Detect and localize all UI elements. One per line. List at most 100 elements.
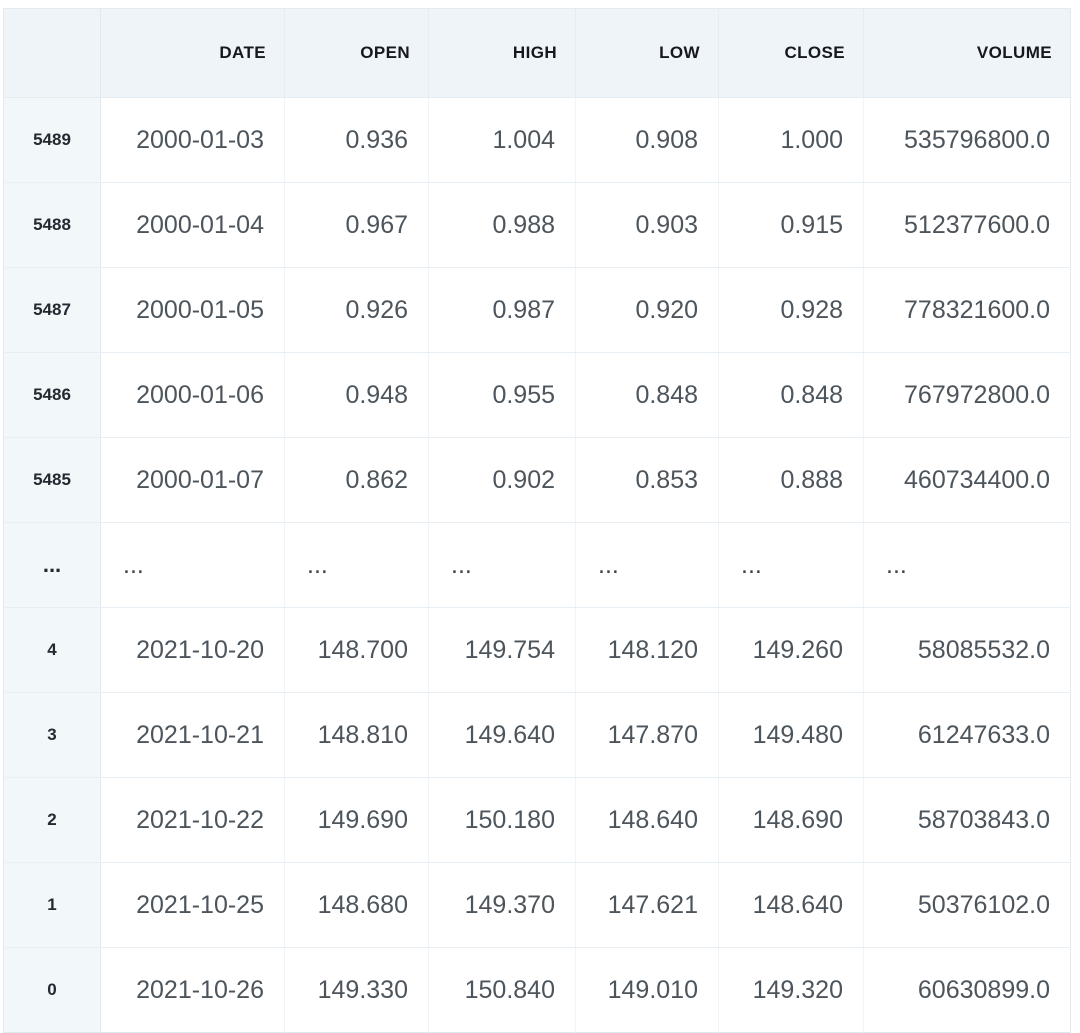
cell-close: 148.640 xyxy=(718,862,864,948)
cell-open: 148.680 xyxy=(284,862,429,948)
row-index-cell: 0 xyxy=(3,947,101,1033)
cell-low: 0.848 xyxy=(575,352,719,438)
cell-close: 148.690 xyxy=(718,777,864,863)
row-index-cell: 5487 xyxy=(3,267,101,353)
column-header-date[interactable]: DATE xyxy=(100,8,285,98)
table-body: 5489 2000-01-03 0.936 1.004 0.908 1.000 535796… xyxy=(3,97,1071,1033)
cell-low: 147.621 xyxy=(575,862,719,948)
cell-low: 0.920 xyxy=(575,267,719,353)
cell-low: 0.908 xyxy=(575,97,719,183)
cell-close: 0.928 xyxy=(718,267,864,353)
cell-volume: 58085532.0 xyxy=(863,607,1071,693)
cell-volume: ... xyxy=(863,522,1071,608)
cell-low: 149.010 xyxy=(575,947,719,1033)
cell-volume: 512377600.0 xyxy=(863,182,1071,268)
cell-low: 0.903 xyxy=(575,182,719,268)
cell-open: 0.948 xyxy=(284,352,429,438)
table-row: 5488 2000-01-04 0.967 0.988 0.903 0.915 512377… xyxy=(3,182,1071,268)
cell-date: 2021-10-25 xyxy=(100,862,285,948)
cell-close: 0.915 xyxy=(718,182,864,268)
cell-date: 2000-01-05 xyxy=(100,267,285,353)
ohlcv-dataframe-table: DATE OPEN HIGH LOW CLOSE VOLUME 5489 2000… xyxy=(3,8,1071,1033)
cell-volume: 460734400.0 xyxy=(863,437,1071,523)
table-row: 0 2021-10-26 149.330 150.840 149.010 149.320 6… xyxy=(3,947,1071,1033)
table-corner-cell xyxy=(3,8,101,98)
cell-close: 0.888 xyxy=(718,437,864,523)
cell-low: 148.640 xyxy=(575,777,719,863)
row-index-cell: 3 xyxy=(3,692,101,778)
cell-close: 0.848 xyxy=(718,352,864,438)
table-header: DATE OPEN HIGH LOW CLOSE VOLUME xyxy=(3,8,1071,98)
cell-high: 1.004 xyxy=(428,97,576,183)
cell-high: 0.987 xyxy=(428,267,576,353)
row-index-cell: 1 xyxy=(3,862,101,948)
cell-volume: 60630899.0 xyxy=(863,947,1071,1033)
column-header-close[interactable]: CLOSE xyxy=(718,8,864,98)
cell-high: 0.955 xyxy=(428,352,576,438)
column-header-volume[interactable]: VOLUME xyxy=(863,8,1071,98)
table-row: 1 2021-10-25 148.680 149.370 147.621 148.640 5… xyxy=(3,862,1071,948)
cell-low: ... xyxy=(575,522,719,608)
cell-date: 2021-10-20 xyxy=(100,607,285,693)
row-index-cell: 5485 xyxy=(3,437,101,523)
column-header-open[interactable]: OPEN xyxy=(284,8,429,98)
row-index-cell: ... xyxy=(3,522,101,608)
cell-close: 149.320 xyxy=(718,947,864,1033)
cell-low: 0.853 xyxy=(575,437,719,523)
row-index-cell: 5486 xyxy=(3,352,101,438)
cell-low: 147.870 xyxy=(575,692,719,778)
cell-volume: 778321600.0 xyxy=(863,267,1071,353)
row-index-cell: 4 xyxy=(3,607,101,693)
cell-date: 2000-01-03 xyxy=(100,97,285,183)
cell-open: 148.810 xyxy=(284,692,429,778)
cell-volume: 61247633.0 xyxy=(863,692,1071,778)
cell-high: 0.902 xyxy=(428,437,576,523)
cell-high: 149.370 xyxy=(428,862,576,948)
cell-close: ... xyxy=(718,522,864,608)
cell-open: 0.967 xyxy=(284,182,429,268)
cell-high: 149.640 xyxy=(428,692,576,778)
cell-open: 149.690 xyxy=(284,777,429,863)
cell-open: 149.330 xyxy=(284,947,429,1033)
cell-close: 149.260 xyxy=(718,607,864,693)
cell-volume: 50376102.0 xyxy=(863,862,1071,948)
column-header-low[interactable]: LOW xyxy=(575,8,719,98)
row-index-cell: 5488 xyxy=(3,182,101,268)
cell-date: 2000-01-04 xyxy=(100,182,285,268)
table-row: 4 2021-10-20 148.700 149.754 148.120 149.260 5… xyxy=(3,607,1071,693)
row-index-cell: 5489 xyxy=(3,97,101,183)
table-row: 5489 2000-01-03 0.936 1.004 0.908 1.000 535796… xyxy=(3,97,1071,183)
cell-date: 2021-10-26 xyxy=(100,947,285,1033)
table-row: ..................... xyxy=(3,522,1071,608)
cell-high: ... xyxy=(428,522,576,608)
cell-volume: 535796800.0 xyxy=(863,97,1071,183)
table-row: 2 2021-10-22 149.690 150.180 148.640 148.690 5… xyxy=(3,777,1071,863)
cell-high: 149.754 xyxy=(428,607,576,693)
cell-high: 150.840 xyxy=(428,947,576,1033)
cell-date: 2021-10-22 xyxy=(100,777,285,863)
cell-high: 150.180 xyxy=(428,777,576,863)
cell-open: ... xyxy=(284,522,429,608)
cell-open: 0.862 xyxy=(284,437,429,523)
table-row: 3 2021-10-21 148.810 149.640 147.870 149.480 6… xyxy=(3,692,1071,778)
cell-date: 2000-01-07 xyxy=(100,437,285,523)
cell-close: 1.000 xyxy=(718,97,864,183)
cell-high: 0.988 xyxy=(428,182,576,268)
cell-open: 0.926 xyxy=(284,267,429,353)
cell-volume: 767972800.0 xyxy=(863,352,1071,438)
table-row: 5487 2000-01-05 0.926 0.987 0.920 0.928 778321… xyxy=(3,267,1071,353)
cell-date: 2021-10-21 xyxy=(100,692,285,778)
column-header-high[interactable]: HIGH xyxy=(428,8,576,98)
cell-open: 0.936 xyxy=(284,97,429,183)
cell-date: ... xyxy=(100,522,285,608)
cell-volume: 58703843.0 xyxy=(863,777,1071,863)
cell-open: 148.700 xyxy=(284,607,429,693)
cell-low: 148.120 xyxy=(575,607,719,693)
cell-close: 149.480 xyxy=(718,692,864,778)
cell-date: 2000-01-06 xyxy=(100,352,285,438)
table-row: 5485 2000-01-07 0.862 0.902 0.853 0.888 460734… xyxy=(3,437,1071,523)
table-row: 5486 2000-01-06 0.948 0.955 0.848 0.848 767972… xyxy=(3,352,1071,438)
row-index-cell: 2 xyxy=(3,777,101,863)
header-row: DATE OPEN HIGH LOW CLOSE VOLUME xyxy=(3,8,1071,98)
